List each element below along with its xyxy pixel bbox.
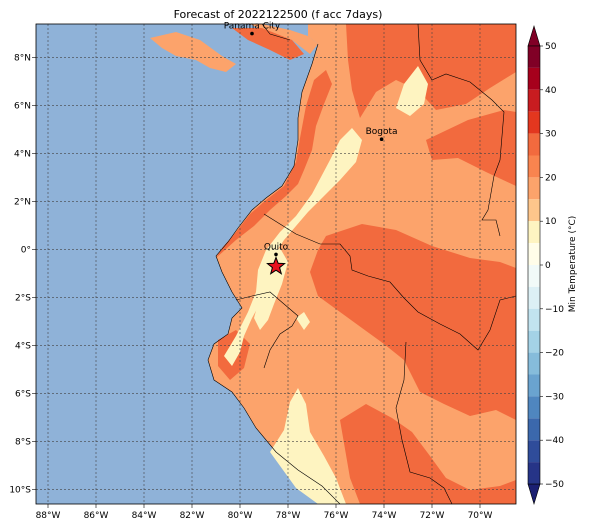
colorbar-band (528, 46, 540, 68)
figure-title: Forecast of 2022122500 (f acc 7days) (174, 8, 383, 21)
hot-region-amazon (310, 224, 516, 420)
colorbar-tick-label: 40 (545, 86, 557, 96)
border-colombia-ecuador-peru (263, 213, 516, 351)
lon-tick-label: 76°W (324, 511, 349, 521)
lon-tick-label: 84°W (132, 511, 157, 521)
lon-tick-label: 72°W (420, 511, 445, 521)
colorbar-band (528, 418, 540, 441)
lat-tick-label: 2°N (14, 198, 31, 208)
colorbar-band (528, 199, 540, 222)
colorbar-band (528, 67, 540, 90)
coastline-pacific (207, 43, 341, 504)
lat-tick-label: 10°S (9, 486, 31, 496)
colorbar-tick-label: 20 (545, 173, 557, 183)
lat-tick-label: 4°S (15, 342, 31, 352)
lon-tick-label: 82°W (180, 511, 205, 521)
colorbar-tick-label: 50 (545, 42, 557, 52)
border-panama (261, 24, 291, 41)
lon-tick-label: 74°W (372, 511, 397, 521)
hot-region-west-coast (216, 70, 332, 258)
colorbar-tick-label: −10 (545, 305, 564, 315)
lat-tick-label: 8°N (14, 54, 31, 64)
lon-tick-label: 78°W (276, 511, 301, 521)
colorbar-band (528, 352, 540, 375)
colorbar-tick-label: 0 (545, 261, 551, 271)
lat-tick-label: 8°S (15, 438, 31, 448)
colorbar-tick-label: −20 (545, 349, 564, 359)
colorbar-band (528, 440, 540, 463)
lat-tick-label: 4°N (14, 150, 31, 160)
colorbar-band (528, 89, 540, 112)
border-peru-brazil (395, 341, 453, 504)
colorbar-band (528, 462, 540, 484)
colorbar-tick-label: −40 (545, 436, 564, 446)
colorbar-band (528, 308, 540, 331)
mild-region-andes-north (396, 66, 428, 116)
colorbar-band (528, 396, 540, 419)
colorbar-band (528, 177, 540, 200)
colorbar-tick-label: −50 (545, 480, 564, 490)
location-star-marker (266, 255, 286, 275)
lat-tick-label: 6°S (15, 390, 31, 400)
graticule (36, 24, 516, 504)
city-markers: Panama City Bogota Quito (224, 22, 398, 275)
colorbar-tick-label: 10 (545, 217, 557, 227)
central-america-land (150, 24, 318, 72)
border-ecuador-peru (235, 291, 299, 369)
colorbar-band (528, 221, 540, 244)
colorbar-extend-bottom (527, 483, 541, 506)
city-label: Panama City (224, 22, 281, 32)
colorbar: 50 40 30 20 10 0 −10 −20 −30 −40 −50 (527, 24, 564, 506)
lat-tick-label: 0° (21, 246, 31, 256)
colorbar-band (528, 133, 540, 156)
city-dot (274, 252, 278, 257)
hot-region-northeast (426, 110, 516, 186)
colorbar-band (528, 286, 540, 309)
mild-region-coast-patch (296, 312, 310, 330)
map-panel: Panama City Bogota Quito (35, 22, 517, 505)
colorbar-band (528, 265, 540, 287)
lon-tick-label: 88°W (36, 511, 61, 521)
colorbar-tick-label: 30 (545, 130, 557, 140)
colorbar-band (528, 111, 540, 134)
lon-tick-label: 80°W (228, 511, 253, 521)
map-frame (35, 23, 517, 505)
colorbar-tick-label: −30 (545, 392, 564, 402)
colorbar-band (528, 330, 540, 353)
mild-region-peru-south (270, 388, 346, 504)
hot-region-north (346, 24, 516, 118)
colorbar-band (528, 155, 540, 178)
colorbar-band (528, 243, 540, 265)
lon-tick-label: 86°W (84, 511, 109, 521)
colorbar-extend-top (527, 24, 541, 47)
map-axis-labels: 88°W 86°W 84°W 82°W 80°W 78°W 76°W 74°W 72°W 70°W… (9, 54, 492, 521)
city-dot (379, 137, 384, 141)
colorbar-band (528, 374, 540, 397)
lat-tick-label: 6°N (14, 102, 31, 112)
city-dot (250, 31, 254, 36)
city-label: Bogota (366, 127, 398, 137)
lon-tick-label: 70°W (468, 511, 493, 521)
colorbar-label: Min Temperature (°C) (568, 216, 578, 313)
hot-region-central-america (232, 28, 304, 60)
city-label: Quito (264, 242, 289, 252)
lat-tick-label: 2°S (15, 294, 31, 304)
temperature-field (150, 24, 516, 504)
mild-region-andes-central (224, 128, 362, 366)
